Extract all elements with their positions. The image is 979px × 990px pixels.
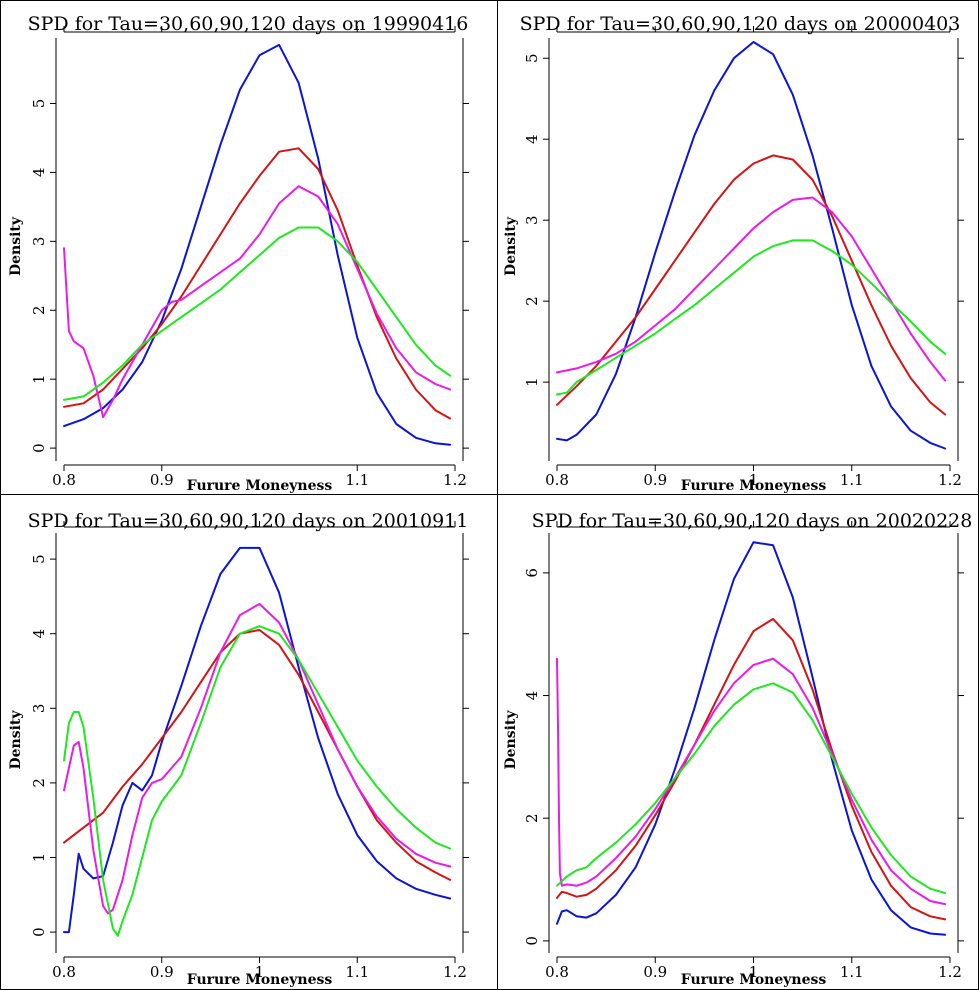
x-tick-label: 0.8 (545, 963, 569, 981)
series-line-tau30 (556, 41, 947, 450)
panel-20000403: SPD for Tau=30,60,90,120 days on 2000040… (503, 13, 964, 494)
x-tick-label: 0.9 (150, 471, 174, 489)
series-line-tau90 (63, 185, 452, 419)
x-axis-label: Furure Moneyness (187, 478, 333, 494)
panel-19990416: SPD for Tau=30,60,90,120 days on 1999041… (8, 13, 469, 494)
y-tick-label: 6 (523, 568, 541, 578)
x-tick-label: 1.1 (345, 963, 369, 981)
panel-20020228: SPD for Tau=30,60,90,120 days on 2002022… (503, 510, 972, 988)
y-tick-label: 3 (30, 237, 48, 247)
y-tick-label: 1 (523, 377, 541, 387)
y-axis-label: Density (8, 710, 24, 770)
x-axis-label: Furure Moneyness (681, 972, 827, 988)
y-tick-label: 5 (30, 554, 48, 564)
x-axis-label: Furure Moneyness (187, 972, 333, 988)
panel-20010911: SPD for Tau=30,60,90,120 days on 2001091… (8, 510, 469, 988)
series-line-tau90 (556, 657, 947, 906)
panel-title: SPD for Tau=30,60,90,120 days on 2002022… (532, 510, 973, 532)
y-tick-label: 1 (30, 853, 48, 863)
series-line-tau120 (63, 625, 452, 937)
x-tick-label: 0.9 (643, 471, 667, 489)
series-line-tau30 (63, 546, 452, 934)
y-tick-label: 2 (523, 813, 541, 823)
series-line-tau30 (556, 541, 947, 936)
x-tick-label: 0.9 (150, 963, 174, 981)
y-tick-label: 1 (30, 374, 48, 384)
y-tick-label: 5 (523, 53, 541, 63)
x-tick-label: 1.2 (443, 963, 467, 981)
y-tick-label: 3 (523, 215, 541, 225)
series-line-tau60 (556, 154, 947, 416)
series-line-tau60 (556, 617, 947, 921)
series-line-tau60 (63, 629, 452, 881)
x-tick-label: 0.8 (52, 963, 76, 981)
series-line-tau90 (63, 602, 452, 915)
y-tick-label: 2 (523, 296, 541, 306)
series-line-tau60 (63, 147, 452, 420)
y-axis-label: Density (503, 216, 519, 276)
series-line-tau120 (556, 239, 947, 396)
x-tick-label: 1.1 (840, 963, 864, 981)
y-tick-label: 2 (30, 778, 48, 788)
x-tick-label: 1.2 (938, 471, 962, 489)
y-tick-label: 3 (30, 704, 48, 714)
x-tick-label: 1 (255, 963, 265, 981)
panel-title: SPD for Tau=30,60,90,120 days on 2000040… (520, 13, 961, 35)
panel-title: SPD for Tau=30,60,90,120 days on 1999041… (28, 13, 469, 35)
y-axis-label: Density (8, 216, 24, 276)
x-tick-label: 1 (749, 471, 759, 489)
x-tick-label: 1.1 (840, 471, 864, 489)
x-tick-label: 0.8 (52, 471, 76, 489)
y-tick-label: 4 (30, 629, 48, 639)
x-tick-label: 1 (749, 963, 759, 981)
y-axis-label: Density (503, 710, 519, 770)
series-line-tau90 (556, 196, 947, 382)
y-tick-label: 0 (30, 927, 48, 937)
y-tick-label: 4 (523, 134, 541, 144)
y-tick-label: 4 (30, 168, 48, 178)
y-tick-label: 0 (30, 443, 48, 453)
x-tick-label: 0.9 (643, 963, 667, 981)
series-line-tau30 (63, 43, 452, 446)
y-tick-label: 2 (30, 305, 48, 315)
panel-title: SPD for Tau=30,60,90,120 days on 2001091… (28, 510, 469, 532)
y-tick-label: 4 (523, 691, 541, 701)
x-tick-label: 1.2 (938, 963, 962, 981)
y-tick-label: 5 (30, 99, 48, 109)
series-line-tau120 (556, 682, 947, 894)
y-tick-label: 0 (523, 936, 541, 946)
series-line-tau120 (63, 226, 452, 401)
x-tick-label: 1.2 (443, 471, 467, 489)
x-tick-label: 1.1 (345, 471, 369, 489)
x-axis-label: Furure Moneyness (681, 478, 827, 494)
x-tick-label: 0.8 (545, 471, 569, 489)
